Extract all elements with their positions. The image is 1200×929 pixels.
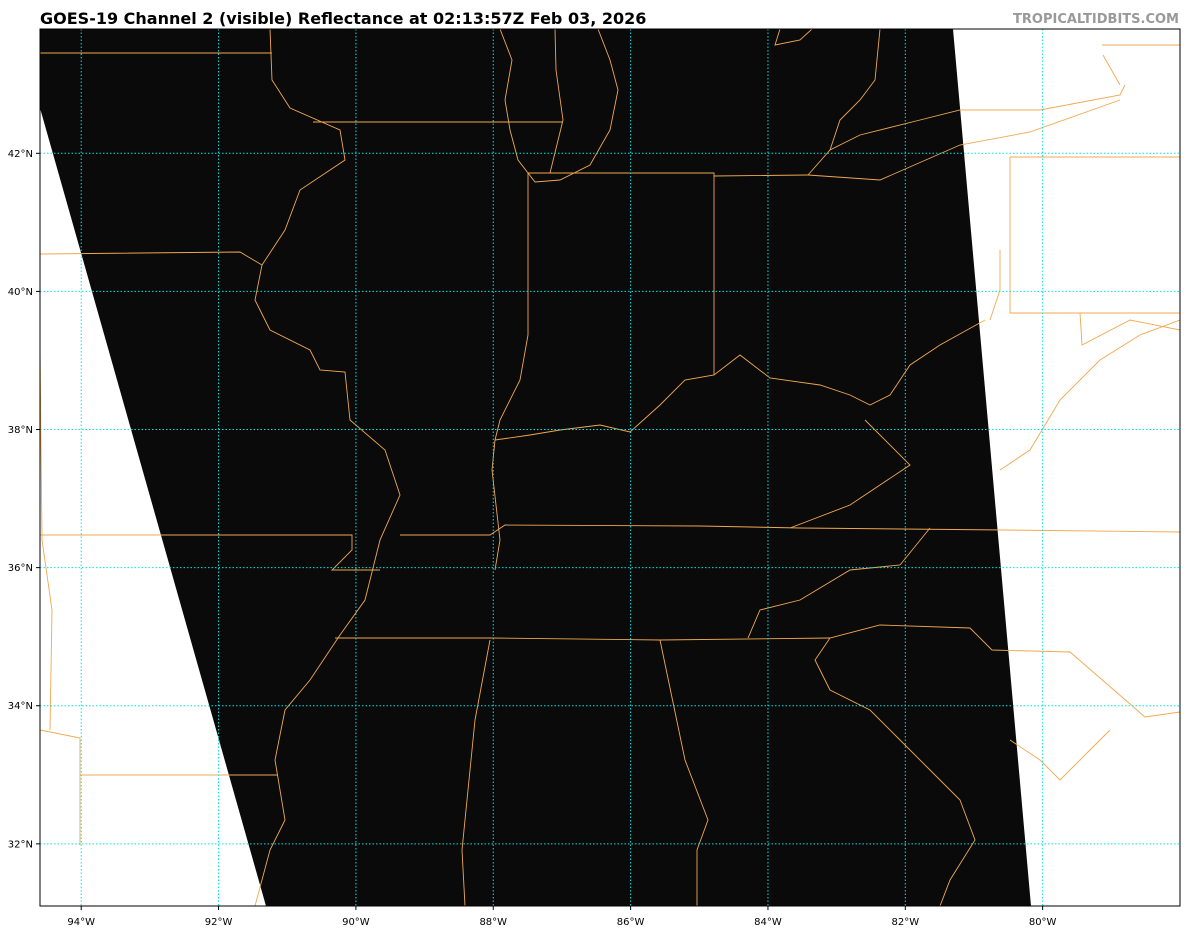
gridlines [40, 29, 1180, 906]
lat-tick-label: 38°N [8, 425, 33, 436]
lon-tick-label: 86°W [617, 917, 645, 928]
lon-tick-label: 82°W [891, 917, 919, 928]
lat-tick-label: 42°N [8, 149, 33, 160]
map-frame [39, 28, 1181, 907]
lon-tick-label: 80°W [1029, 917, 1057, 928]
lon-tick-label: 94°W [67, 917, 95, 928]
map-title: GOES-19 Channel 2 (visible) Reflectance … [40, 9, 647, 28]
axis-ticks: 94°W 92°W 90°W 88°W 86°W 84°W 82°W 80°W 42°N 40°N… [8, 149, 1057, 928]
lon-tick-label: 84°W [754, 917, 782, 928]
lat-tick-label: 32°N [8, 839, 33, 850]
lon-tick-label: 88°W [479, 917, 507, 928]
lon-tick-label: 90°W [342, 917, 370, 928]
lat-tick-label: 40°N [8, 287, 33, 298]
lat-tick-label: 34°N [8, 701, 33, 712]
imagery-swath [40, 29, 1031, 906]
lon-tick-label: 92°W [205, 917, 233, 928]
source-credit: TROPICALTIDBITS.COM [1013, 12, 1179, 27]
lat-tick-label: 36°N [8, 563, 33, 574]
state-borders [40, 29, 1180, 906]
